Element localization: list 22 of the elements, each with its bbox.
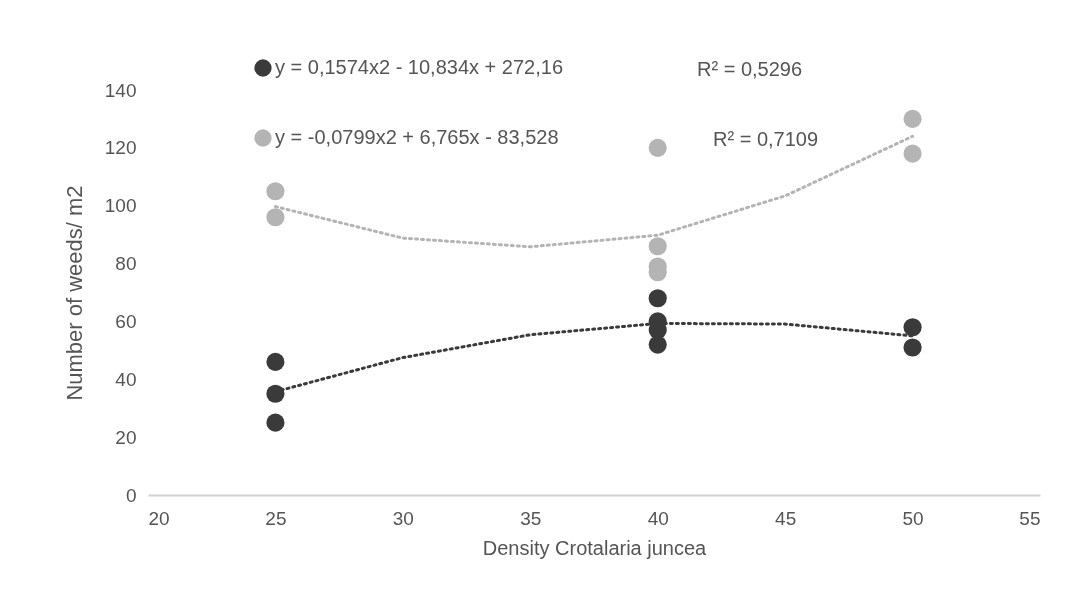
y-tick-label: 100: [104, 195, 137, 217]
x-tick-label: 45: [775, 507, 797, 529]
annotation: R² = 0,7109: [713, 128, 819, 150]
x-tick-label: 20: [148, 507, 170, 529]
y-axis-title: Number of weeds/ m2: [61, 185, 87, 401]
y-tick-label: 80: [115, 253, 137, 275]
y-tick-label: 120: [104, 137, 137, 159]
text: R² = 0,5296: [697, 58, 803, 80]
legend-label: y = 0,1574x2 - 10,834x + 272,16: [275, 56, 563, 78]
x-tick-label: 40: [647, 507, 669, 529]
legend-label: y = -0,0799x2 + 6,765x - 83,528: [275, 126, 559, 148]
x-tick-label: 30: [392, 507, 414, 529]
x-tick-label: 25: [265, 507, 287, 529]
y-tick-label: 60: [115, 310, 137, 332]
x-tick-label: 35: [520, 507, 542, 529]
y-tick-label: 140: [104, 79, 137, 101]
y-tick-label: 20: [115, 426, 137, 448]
x-tick-label: 50: [902, 507, 924, 529]
y-tick-label: 40: [115, 368, 137, 390]
x-axis-title: Density Crotalaria juncea: [482, 536, 708, 559]
x-tick-label: 55: [1019, 507, 1041, 529]
y-tick-label: 0: [125, 484, 137, 506]
